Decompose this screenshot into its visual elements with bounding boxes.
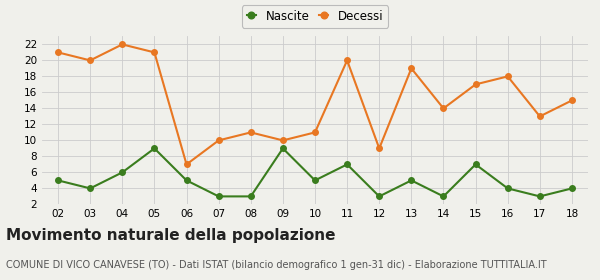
Text: COMUNE DI VICO CANAVESE (TO) - Dati ISTAT (bilancio demografico 1 gen-31 dic) - : COMUNE DI VICO CANAVESE (TO) - Dati ISTA… [6,260,547,270]
Nascite [279,147,286,150]
Decessi [119,43,126,46]
Nascite [183,179,190,182]
Nascite [311,179,319,182]
Decessi [55,51,62,54]
Nascite [86,187,94,190]
Decessi [311,131,319,134]
Nascite [119,171,126,174]
Decessi [376,147,383,150]
Line: Nascite: Nascite [55,146,575,199]
Decessi [247,131,254,134]
Decessi [408,67,415,70]
Decessi [86,59,94,62]
Nascite [568,187,575,190]
Line: Decessi: Decessi [55,42,575,167]
Nascite [440,195,447,198]
Decessi [279,139,286,142]
Decessi [215,139,222,142]
Decessi [183,163,190,166]
Decessi [472,83,479,86]
Legend: Nascite, Decessi: Nascite, Decessi [242,5,388,28]
Nascite [376,195,383,198]
Decessi [536,115,544,118]
Nascite [151,147,158,150]
Decessi [344,59,351,62]
Nascite [408,179,415,182]
Nascite [536,195,544,198]
Nascite [344,163,351,166]
Nascite [472,163,479,166]
Decessi [504,75,511,78]
Decessi [151,51,158,54]
Nascite [247,195,254,198]
Decessi [568,99,575,102]
Nascite [55,179,62,182]
Nascite [504,187,511,190]
Text: Movimento naturale della popolazione: Movimento naturale della popolazione [6,228,335,243]
Decessi [440,107,447,110]
Nascite [215,195,222,198]
